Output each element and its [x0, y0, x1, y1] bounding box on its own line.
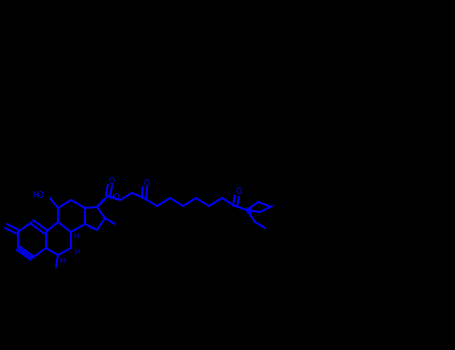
Text: H: H — [88, 225, 94, 231]
Text: O: O — [236, 188, 242, 196]
Text: O: O — [109, 176, 115, 186]
Text: H: H — [73, 233, 79, 239]
Text: HO: HO — [32, 191, 44, 201]
Text: O: O — [144, 178, 150, 188]
Text: H: H — [74, 249, 80, 255]
Text: HO: HO — [108, 193, 120, 202]
Text: N: N — [245, 206, 251, 216]
Text: H: H — [59, 258, 65, 264]
